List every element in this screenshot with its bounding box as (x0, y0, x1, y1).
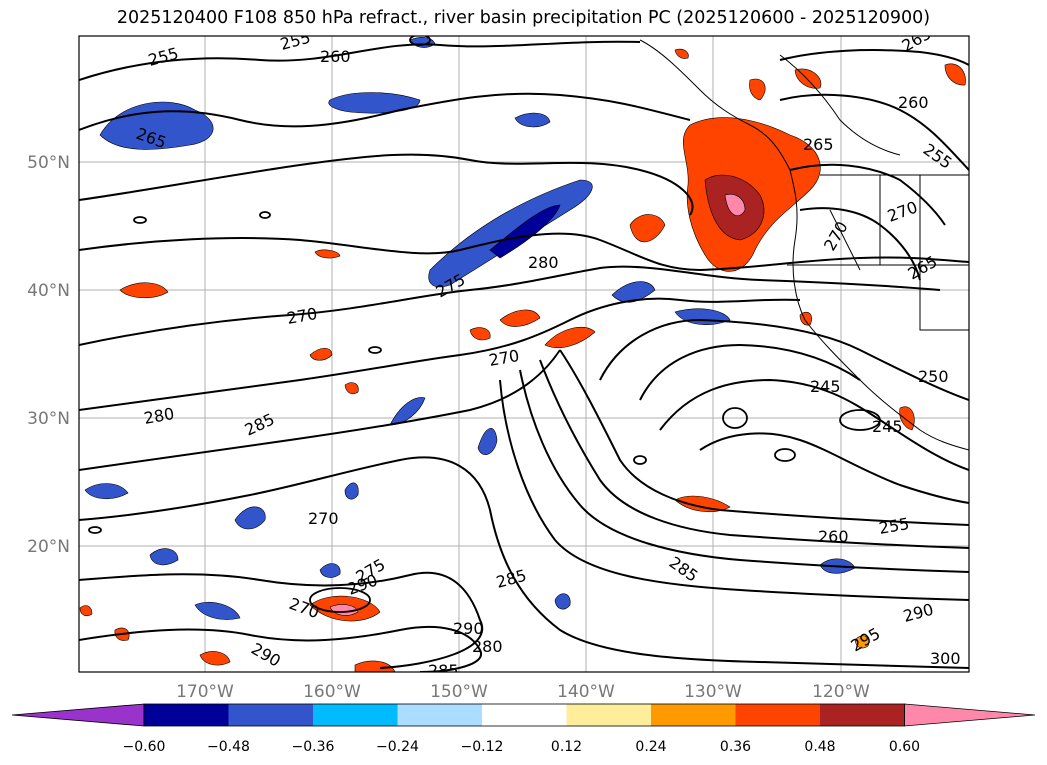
lat-label: 20°N (27, 537, 70, 557)
map-frame (78, 35, 970, 673)
pos-blob (354, 660, 396, 672)
colorbar-extend-min (11, 703, 145, 727)
pos-blob (199, 651, 231, 666)
pos-blob (899, 406, 915, 431)
contour-label: 300 (930, 649, 961, 668)
contour-label: 250 (918, 367, 949, 386)
pos-blob (674, 495, 731, 513)
neg-blob (344, 482, 359, 500)
colorbar-tick: 0.36 (720, 739, 751, 755)
lon-label: 170°W (176, 682, 234, 702)
contour-label: 245 (810, 377, 841, 396)
colorbar-tick: 0.48 (804, 739, 835, 755)
neg-blob (554, 593, 571, 610)
colorbar-frame (143, 703, 905, 727)
colorbar-ticks: −0.60 −0.48 −0.36 −0.24 −0.12 0.12 0.24 … (123, 739, 921, 755)
contour-label: 245 (872, 417, 903, 436)
contour-label: 280 (472, 637, 503, 656)
contour-label: 265 (803, 135, 834, 154)
colorbar-segment (313, 704, 398, 726)
pos-blob (724, 193, 746, 217)
neg-blob (477, 428, 498, 455)
pos-blob (79, 605, 93, 617)
colorbar-segment (566, 704, 651, 726)
pos-blob (309, 347, 333, 361)
neg-blob (194, 601, 241, 620)
colorbar-segment (820, 704, 905, 726)
colorbar-segment (228, 704, 313, 726)
pos-blob (629, 214, 666, 243)
lon-label: 120°W (812, 682, 870, 702)
lon-label: 130°W (684, 682, 742, 702)
lat-label: 40°N (27, 281, 70, 301)
pos-blob (854, 635, 870, 649)
map-title: 2025120400 F108 850 hPa refract., river … (116, 8, 931, 28)
neg-blob (328, 92, 421, 114)
colorbar-tick: 0.12 (551, 739, 582, 755)
lat-label: 30°N (27, 409, 70, 429)
colorbar-tick: −0.60 (123, 739, 166, 755)
latitude-axis: 50°N 40°N 30°N 20°N (27, 153, 70, 557)
lon-label: 140°W (557, 682, 615, 702)
pos-blob (119, 282, 169, 299)
coastline (639, 39, 969, 451)
colorbar-tick: 0.60 (889, 739, 920, 755)
pos-blob (944, 63, 966, 86)
colorbar-segment (482, 704, 567, 726)
colorbar-segment (144, 704, 229, 726)
colorbar-tick: −0.48 (207, 739, 250, 755)
pos-blob (499, 309, 541, 327)
contour-label: 290 (453, 619, 484, 638)
pos-blob (544, 326, 596, 349)
colorbar-segment (397, 704, 482, 726)
longitude-axis: 170°W 160°W 150°W 140°W 130°W 120°W (176, 682, 870, 702)
lat-label: 50°N (27, 153, 70, 173)
precip-shading (79, 37, 966, 672)
small-contours (88, 36, 881, 613)
neg-blob (234, 506, 266, 530)
pos-blob (344, 382, 359, 395)
lon-label: 150°W (430, 682, 488, 702)
pos-blob (674, 48, 689, 59)
contour-label: 280 (528, 253, 559, 272)
colorbar-tick: −0.12 (461, 739, 504, 755)
neg-blob (489, 204, 561, 259)
contour-label: 260 (320, 47, 351, 66)
neg-blob (149, 548, 179, 566)
contour-label: 285 (428, 661, 459, 680)
neg-blob (319, 563, 341, 578)
contour-label: 260 (818, 527, 849, 546)
colorbar-segment (651, 704, 736, 726)
lon-label: 160°W (303, 682, 361, 702)
colorbar-tick: 0.24 (635, 739, 666, 755)
pos-blob (749, 78, 766, 101)
neg-blob (99, 101, 214, 150)
colorbar-tick: −0.24 (376, 739, 419, 755)
neg-blob (84, 483, 129, 499)
colorbar-segment (735, 704, 820, 726)
colorbar: −0.60 −0.48 −0.36 −0.24 −0.12 0.12 0.24 … (11, 703, 1036, 755)
colorbar-tick: −0.36 (292, 739, 335, 755)
contour-label: 270 (308, 509, 339, 528)
contour-label: 260 (898, 93, 929, 112)
pos-blob (314, 249, 341, 259)
colorbar-extend-max (904, 703, 1036, 727)
neg-blob (514, 112, 551, 128)
pos-blob (469, 327, 491, 341)
